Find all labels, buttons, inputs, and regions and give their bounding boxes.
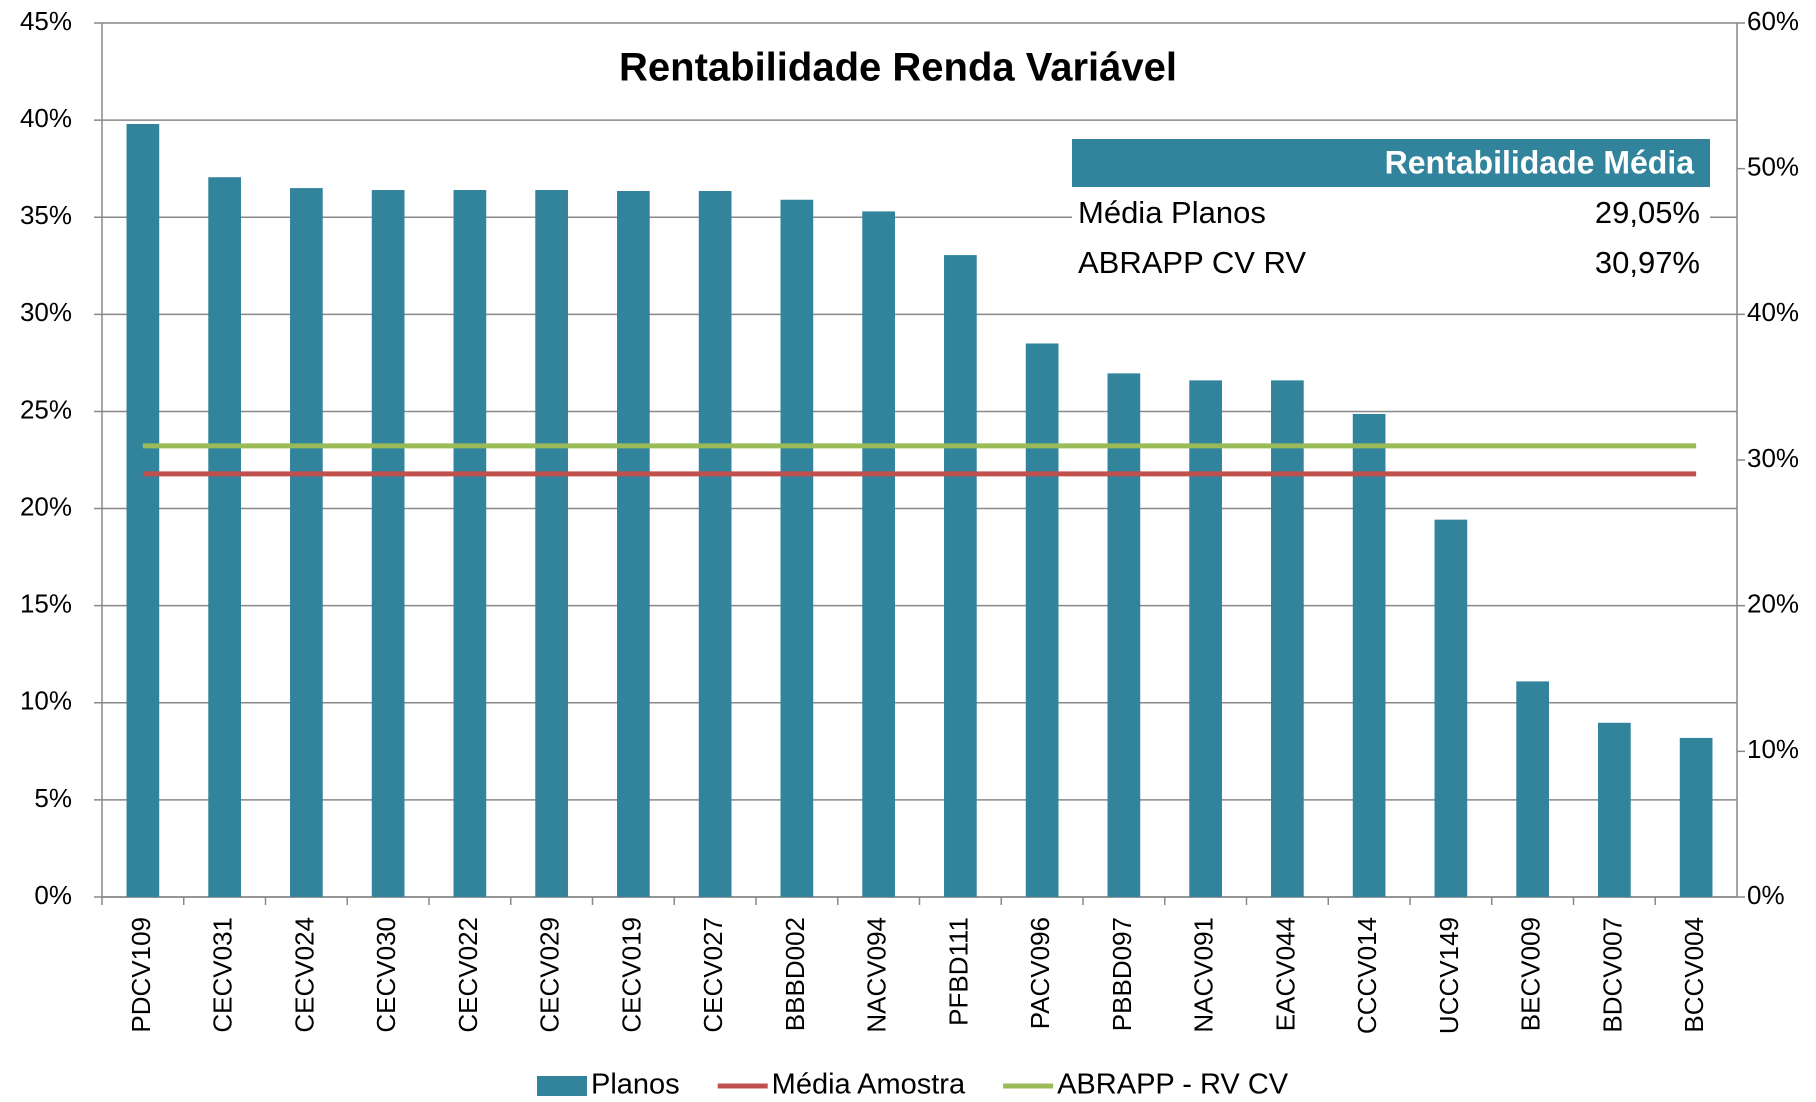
bar: [1189, 380, 1222, 897]
y-tick-label: 15%: [20, 589, 72, 619]
bar: [126, 123, 160, 898]
x-tick-label: BECV009: [1516, 917, 1546, 1031]
x-tick-label: CECV029: [535, 917, 565, 1033]
bar: [780, 199, 814, 898]
legend-label: ABRAPP - RV CV: [1057, 1069, 1289, 1101]
x-tick-label: PACV096: [1025, 917, 1055, 1029]
y2-tick-label: 0%: [1747, 880, 1785, 910]
x-tick-label: BCCV004: [1679, 917, 1709, 1033]
x-tick-label: BBBD002: [780, 917, 810, 1031]
y-tick-label: 40%: [20, 103, 72, 133]
y-tick-label: 5%: [34, 783, 72, 813]
bar: [453, 190, 487, 897]
y-tick-label: 35%: [20, 200, 72, 230]
table-cell: Média Planos: [1078, 195, 1266, 230]
x-tick-label: NACV094: [862, 917, 892, 1033]
y2-tick-label: 40%: [1747, 297, 1799, 327]
x-tick-label: CECV030: [371, 917, 401, 1033]
bar: [1271, 380, 1304, 897]
table-header-bg: [1072, 139, 1710, 187]
x-tick-label: CECV019: [616, 917, 646, 1033]
bar: [1679, 737, 1713, 897]
bar: [1598, 722, 1631, 897]
bar: [1352, 413, 1386, 897]
x-tick-label: CECV031: [208, 917, 238, 1033]
y-tick-label: 30%: [20, 297, 72, 327]
bar: [617, 191, 650, 898]
table-cell: 29,05%: [1595, 195, 1700, 230]
bar: [208, 177, 241, 897]
legend-swatch: [537, 1076, 587, 1096]
y2-tick-label: 50%: [1747, 152, 1799, 182]
bar: [535, 190, 568, 897]
x-tick-label: PFBD111: [943, 917, 973, 1026]
x-tick-label: UCCV149: [1434, 917, 1464, 1034]
bar: [698, 191, 732, 898]
y-tick-label: 0%: [34, 880, 72, 910]
y2-tick-label: 30%: [1747, 443, 1799, 473]
x-tick-label: CECV024: [289, 917, 319, 1033]
table-header: Rentabilidade Média: [1385, 144, 1695, 180]
y-tick-label: 25%: [20, 394, 72, 424]
x-tick-label: CCCV014: [1352, 917, 1382, 1034]
y2-tick-label: 60%: [1747, 6, 1799, 36]
bar: [862, 211, 895, 897]
bar: [1516, 681, 1549, 897]
x-tick-label: BDCV007: [1597, 917, 1627, 1033]
bar: [1107, 373, 1141, 897]
y-tick-label: 45%: [20, 6, 72, 36]
y-tick-label: 20%: [20, 491, 72, 521]
x-tick-label: PBBD097: [1107, 917, 1137, 1031]
legend-label: Média Amostra: [772, 1069, 966, 1101]
table-cell: 30,97%: [1595, 245, 1700, 280]
x-tick-label: CECV027: [698, 917, 728, 1033]
x-tick-label: NACV091: [1189, 917, 1219, 1033]
bar: [1434, 519, 1468, 897]
y-tick-label: 10%: [20, 686, 72, 716]
legend-label: Planos: [591, 1069, 680, 1101]
bar: [290, 188, 323, 898]
bar: [1025, 343, 1059, 897]
y2-tick-label: 20%: [1747, 589, 1799, 619]
chart-title: Rentabilidade Renda Variável: [619, 46, 1177, 90]
table-cell: ABRAPP CV RV: [1078, 245, 1306, 280]
x-tick-label: CECV022: [453, 917, 483, 1033]
y2-tick-label: 10%: [1747, 734, 1799, 764]
x-tick-label: EACV044: [1270, 917, 1300, 1031]
x-tick-label: PDCV109: [126, 917, 156, 1033]
bar: [371, 190, 405, 897]
bar: [944, 255, 977, 897]
